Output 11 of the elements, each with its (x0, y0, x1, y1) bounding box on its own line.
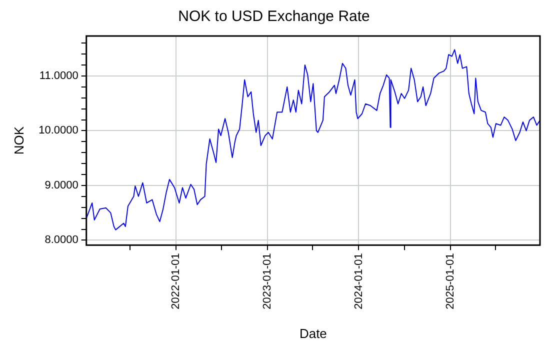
y-axis-title: NOK (11, 126, 26, 155)
y-tick-label: 9.0000 (44, 179, 78, 192)
y-tick-label: 10.0000 (38, 124, 78, 137)
chart-title: NOK to USD Exchange Rate (178, 8, 370, 26)
x-tick-label: 2022-01-01 (170, 253, 182, 310)
y-tick-label: 11.0000 (39, 70, 78, 82)
x-axis-title: Date (299, 326, 327, 341)
x-tick-label: 2023-01-01 (261, 253, 274, 310)
x-tick-label: 2024-01-01 (352, 253, 365, 310)
y-tick-label: 8.0000 (44, 234, 78, 246)
x-tick-label: 2025-01-01 (444, 253, 456, 310)
